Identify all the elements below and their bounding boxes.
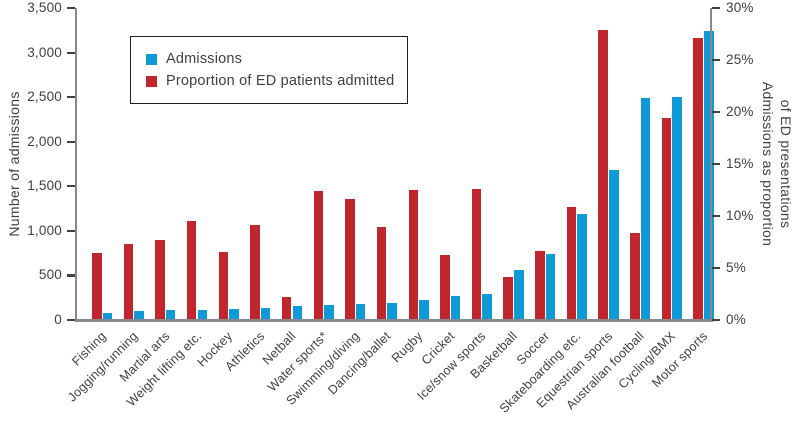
right-axis-tick [712,215,721,218]
right-axis-tick [712,267,721,270]
legend-item-admissions: Admissions [146,50,395,68]
bar-admissions-basketball [514,270,524,320]
right-axis-tick-label: 0% [726,312,746,327]
bar-admissions-motor-sports [704,30,714,320]
bar-admissions-cricket [450,295,461,320]
bar-proportion-martial-arts [155,239,165,320]
right-axis-tick [712,59,721,62]
bar-proportion-motor-sports [693,38,703,320]
left-axis-tick-label: 0 [54,312,62,327]
x-label-rugby: Rugby [389,329,426,366]
left-axis-tick-label: 1,000 [27,222,62,238]
left-axis-tick-label: 2,500 [27,89,62,105]
x-axis-line [74,319,713,323]
bar-proportion-fishing [92,253,102,320]
right-axis-tick [712,7,721,10]
bar-admissions-australian-football [640,98,651,320]
bar-proportion-water-sports [313,191,323,320]
left-axis-tick-label: 500 [38,267,62,283]
bar-proportion-rugby [408,190,418,320]
bar-proportion-australian-football [630,232,640,320]
bar-admissions-martial-arts [165,310,176,320]
bar-admissions-soccer [545,253,556,320]
right-axis-tick-label: 30% [726,0,754,15]
bar-admissions-netball [292,306,302,320]
right-axis-tick-label: 5% [726,260,746,275]
left-axis-tick [66,96,75,99]
right-axis-tick-label: 15% [726,156,754,171]
right-axis-line [709,8,713,322]
bar-admissions-skateboarding-etc [577,213,587,320]
left-axis-tick [66,185,75,188]
legend: Admissions Proportion of ED patients adm… [130,36,408,105]
right-axis-tick-label: 20% [726,104,754,119]
bar-admissions-athletics [260,308,271,320]
right-axis-tick [712,319,721,322]
proportion-swatch-icon [146,75,157,87]
admissions-swatch-icon [146,53,157,65]
bar-admissions-cycling-bmx [672,96,682,320]
right-axis-title-line2: of ED presentations [778,99,794,229]
left-axis-tick-label: 3,500 [27,0,62,15]
left-axis-tick [66,7,75,10]
bar-proportion-jogging-running [123,244,134,320]
bar-proportion-equestrian-sports [598,29,608,320]
bar-proportion-weight-lifting-etc [186,221,197,320]
right-axis-tick-label: 25% [726,52,754,67]
left-axis-line [74,8,78,322]
bar-admissions-ice-snow-sports [482,294,492,320]
bar-proportion-dancing-ballet [376,227,387,320]
bar-admissions-hockey [229,308,239,320]
left-axis-tick-label: 3,000 [27,44,62,60]
bar-admissions-fishing [102,313,113,320]
bar-proportion-netball [281,297,292,320]
left-axis-title: Number of admissions [6,91,22,237]
bar-admissions-water-sports [324,304,334,320]
bar-admissions-dancing-ballet [387,303,397,320]
left-axis-tick [66,274,75,277]
left-axis-tick [66,51,75,54]
left-axis-tick [66,140,75,143]
left-axis-tick [66,229,75,233]
bar-admissions-swimming-diving [355,303,366,320]
bar-proportion-cycling-bmx [661,118,672,320]
bar-proportion-swimming-diving [345,199,355,320]
left-axis-tick-label: 1,500 [27,178,62,194]
bar-proportion-skateboarding-etc [566,206,577,320]
right-axis-tick [712,111,721,114]
bar-admissions-rugby [419,299,429,320]
bar-proportion-ice-snow-sports [471,189,482,320]
bar-proportion-hockey [218,252,229,320]
bar-proportion-cricket [440,254,450,320]
bar-admissions-jogging-running [134,311,144,320]
legend-label-admissions: Admissions [166,51,243,67]
bar-proportion-basketball [503,277,513,320]
right-axis-tick [712,163,721,166]
bar-admissions-weight-lifting-etc [197,309,207,320]
right-axis-tick-label: 10% [726,208,754,223]
legend-item-proportion: Proportion of ED patients admitted [146,72,395,90]
legend-label-proportion: Proportion of ED patients admitted [166,73,395,90]
bar-proportion-athletics [250,225,260,320]
bar-proportion-soccer [535,251,545,320]
left-axis-tick-label: 2,000 [27,133,62,149]
left-axis-tick [66,319,75,322]
bar-admissions-equestrian-sports [609,169,619,320]
